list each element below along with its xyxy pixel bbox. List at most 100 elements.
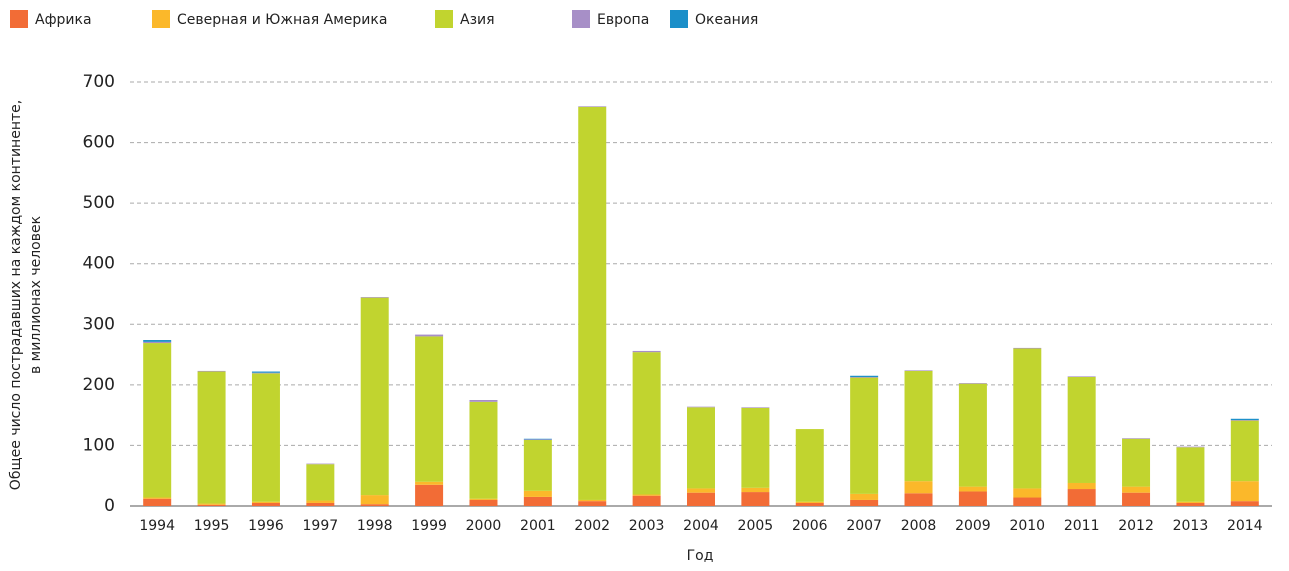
x-tick-label: 1998	[357, 518, 393, 534]
x-tick-label: 2012	[1118, 518, 1154, 534]
y-tick-label: 300	[83, 314, 115, 334]
bar-segment	[958, 491, 987, 506]
bar-segment	[795, 429, 824, 502]
bar-segment	[850, 376, 879, 378]
bar-segment	[1230, 481, 1259, 502]
bar-segment	[251, 502, 280, 506]
bar-segment	[687, 488, 715, 493]
x-tick-label: 2001	[520, 518, 556, 534]
bar-segment	[578, 501, 607, 506]
bar-segment	[795, 502, 824, 506]
bar-segment	[469, 401, 498, 499]
bar-segment	[850, 375, 879, 377]
bar-segment	[904, 493, 933, 506]
bar-segment	[1122, 438, 1151, 439]
x-tick-label: 2010	[1009, 518, 1045, 534]
legend-label: Африка	[35, 12, 92, 28]
bar-segment	[1067, 376, 1096, 483]
bar-segment	[578, 106, 607, 500]
legend-swatch	[10, 10, 28, 28]
y-tick-label: 200	[83, 375, 115, 395]
bar-segment	[687, 406, 715, 408]
x-tick-label: 2000	[466, 518, 502, 534]
bar-segment	[1067, 489, 1096, 506]
y-tick-label: 400	[83, 254, 115, 274]
x-tick-label: 2003	[629, 518, 665, 534]
x-tick-label: 2004	[683, 518, 719, 534]
bar-segment	[687, 407, 715, 489]
bar-segment	[360, 504, 389, 506]
bar-segment	[741, 407, 770, 488]
bar-segment	[1230, 420, 1259, 482]
bar-segment	[415, 481, 444, 485]
legend-label: Европа	[597, 12, 649, 28]
x-tick-label: 1996	[248, 518, 284, 534]
legend-swatch	[435, 10, 453, 28]
bar-segment	[1230, 501, 1259, 506]
bar-segment	[469, 498, 498, 500]
bar-segment	[958, 383, 987, 487]
bar-segment	[415, 334, 444, 337]
y-tick-label: 100	[83, 435, 115, 455]
x-tick-label: 2011	[1064, 518, 1100, 534]
bar-segment	[143, 341, 172, 344]
bar-segment	[1122, 486, 1151, 493]
bar-segment	[741, 407, 770, 408]
x-tick-label: 2008	[901, 518, 937, 534]
bar-segment	[143, 343, 172, 498]
bar-segment	[415, 484, 444, 506]
bar-segment	[1013, 348, 1042, 489]
x-tick-label: 2014	[1227, 518, 1263, 534]
bar-segment	[523, 439, 552, 491]
bar-segment	[1122, 438, 1151, 487]
x-tick-label: 2013	[1173, 518, 1209, 534]
x-tick-label: 2006	[792, 518, 828, 534]
bar-segment	[850, 377, 879, 494]
x-tick-label: 1997	[303, 518, 339, 534]
x-axis-label: Год	[687, 548, 714, 564]
bar-segment	[197, 503, 226, 505]
bar-segment	[360, 297, 389, 298]
bar-segment	[1013, 347, 1042, 349]
x-tick-label: 1995	[194, 518, 230, 534]
bar-segment	[306, 463, 335, 465]
bar-segment	[578, 499, 607, 502]
bar-segment	[360, 495, 389, 505]
bar-segment	[1067, 376, 1096, 377]
bar-segment	[850, 499, 879, 506]
bar-segment	[523, 496, 552, 506]
bar-segment	[1176, 446, 1205, 448]
bar-segment	[360, 297, 389, 496]
bar-segment	[306, 464, 335, 501]
bar-segment	[469, 400, 498, 402]
bar-segment	[306, 502, 335, 506]
bar-segment	[687, 492, 715, 506]
x-tick-label: 1999	[411, 518, 447, 534]
y-axis-label: Общее число пострадавших на каждом конти…	[8, 100, 44, 490]
bar-segment	[741, 492, 770, 506]
x-tick-label: 2009	[955, 518, 991, 534]
bar-segment	[1013, 488, 1042, 498]
bar-segment	[251, 373, 280, 502]
bar-segment	[251, 372, 280, 374]
bar-segment	[958, 383, 987, 384]
bar-segment	[632, 352, 661, 495]
legend-label: Океания	[695, 12, 758, 28]
legend-swatch	[152, 10, 170, 28]
y-tick-label: 700	[83, 72, 115, 92]
bar-segment	[143, 340, 172, 342]
bar-segment	[197, 371, 226, 504]
x-tick-label: 2007	[846, 518, 882, 534]
x-tick-label: 2002	[574, 518, 610, 534]
bar-segment	[306, 500, 335, 503]
x-tick-label: 2005	[738, 518, 774, 534]
legend-label: Азия	[460, 12, 495, 28]
bar-segment	[1176, 502, 1205, 506]
bar-segment	[795, 501, 824, 503]
legend-swatch	[572, 10, 590, 28]
bar-segment	[958, 486, 987, 492]
bar-segment	[197, 504, 226, 506]
bar-segment	[523, 438, 552, 440]
bar-segment	[251, 501, 280, 503]
